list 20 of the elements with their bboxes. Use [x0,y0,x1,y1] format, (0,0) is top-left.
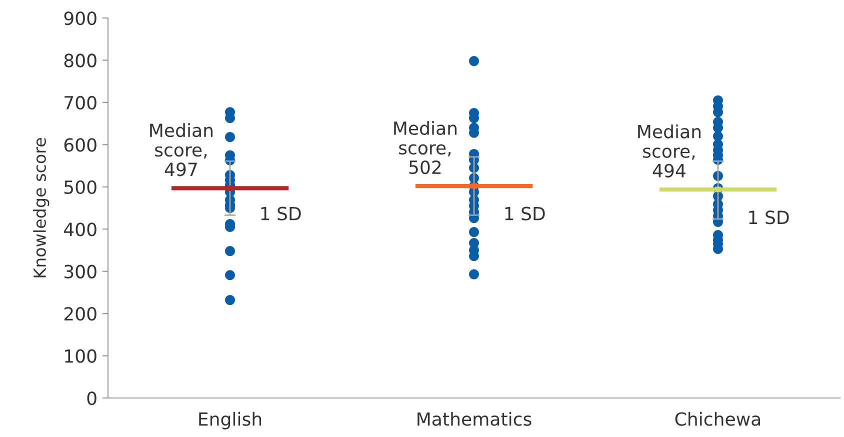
x-tick-label: Mathematics [418,412,532,426]
y-tick-label: 400 [64,222,96,236]
y-tick-label: 600 [64,138,96,152]
y-axis-title: Knowledge score [33,138,50,278]
annotation: Median score, 494 [638,124,700,178]
x-tick-label: Chichewa [675,412,760,426]
y-tick-label: 100 [65,349,96,363]
y-tick-label: 700 [64,96,96,110]
annotation: 1 SD [261,206,301,220]
y-tick-label: 900 [64,11,96,26]
annotation: Median score, 502 [394,121,456,174]
annotation: 1 SD [749,210,789,224]
annotation: 1 SD [505,206,545,220]
y-tick-label: 0 [87,391,96,406]
y-tick-label: 800 [64,54,96,68]
y-tick-label: 200 [64,307,96,321]
y-tick-label: 500 [64,180,96,194]
annotation: Median score, 497 [150,123,212,176]
x-tick-label: English [199,412,262,430]
y-tick-label: 300 [64,264,96,278]
